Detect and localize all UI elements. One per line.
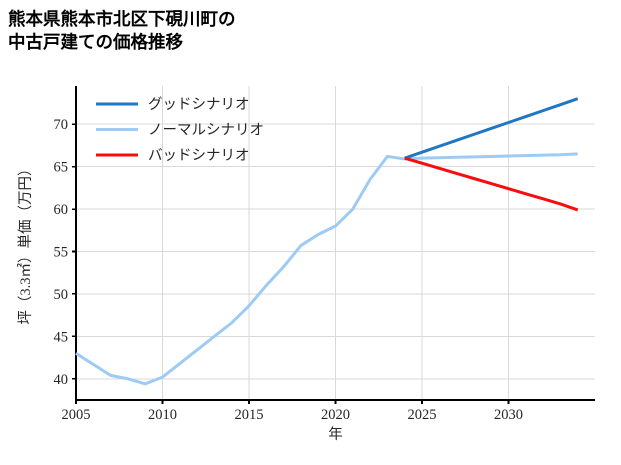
- legend-label-2: バッドシナリオ: [148, 148, 250, 164]
- x-tick-label-2005: 2005: [62, 407, 91, 423]
- series-line-1: [75, 152, 578, 386]
- legend-label-0: グッドシナリオ: [148, 96, 250, 113]
- y-tick-label-70: 70: [54, 117, 69, 133]
- x-tick-marks: [75, 400, 510, 404]
- y-axis-title: 坪（3.3㎡）単価（万円）: [17, 161, 34, 324]
- y-tick-label-60: 60: [54, 202, 69, 218]
- x-tick-label-2015: 2015: [235, 407, 264, 423]
- x-axis-title: 年: [328, 426, 343, 443]
- y-tick-label-40: 40: [54, 372, 69, 388]
- x-gridlines-group: [75, 86, 509, 400]
- y-tick-labels: 40 45 50 55 60 65 70: [54, 117, 69, 388]
- page-title: 熊本県熊本市北区下硯川町の 中古戸建ての価格推移: [8, 9, 236, 53]
- x-tick-label-2010: 2010: [148, 407, 177, 423]
- x-tick-labels: 2005 2010 2015 2020 2025 2030: [62, 407, 524, 423]
- y-tick-label-65: 65: [54, 160, 69, 176]
- data-series-group: [75, 97, 579, 386]
- series-line-0: [404, 97, 579, 160]
- y-tick-label-45: 45: [54, 329, 69, 345]
- series-line-2: [404, 156, 579, 212]
- x-tick-label-2025: 2025: [408, 407, 437, 423]
- x-tick-label-2020: 2020: [321, 407, 350, 423]
- y-tick-label-55: 55: [54, 244, 69, 260]
- y-tick-marks: [72, 123, 76, 380]
- y-tick-label-50: 50: [54, 287, 69, 303]
- x-tick-label-2030: 2030: [494, 407, 523, 423]
- legend-label-1: ノーマルシナリオ: [148, 123, 264, 139]
